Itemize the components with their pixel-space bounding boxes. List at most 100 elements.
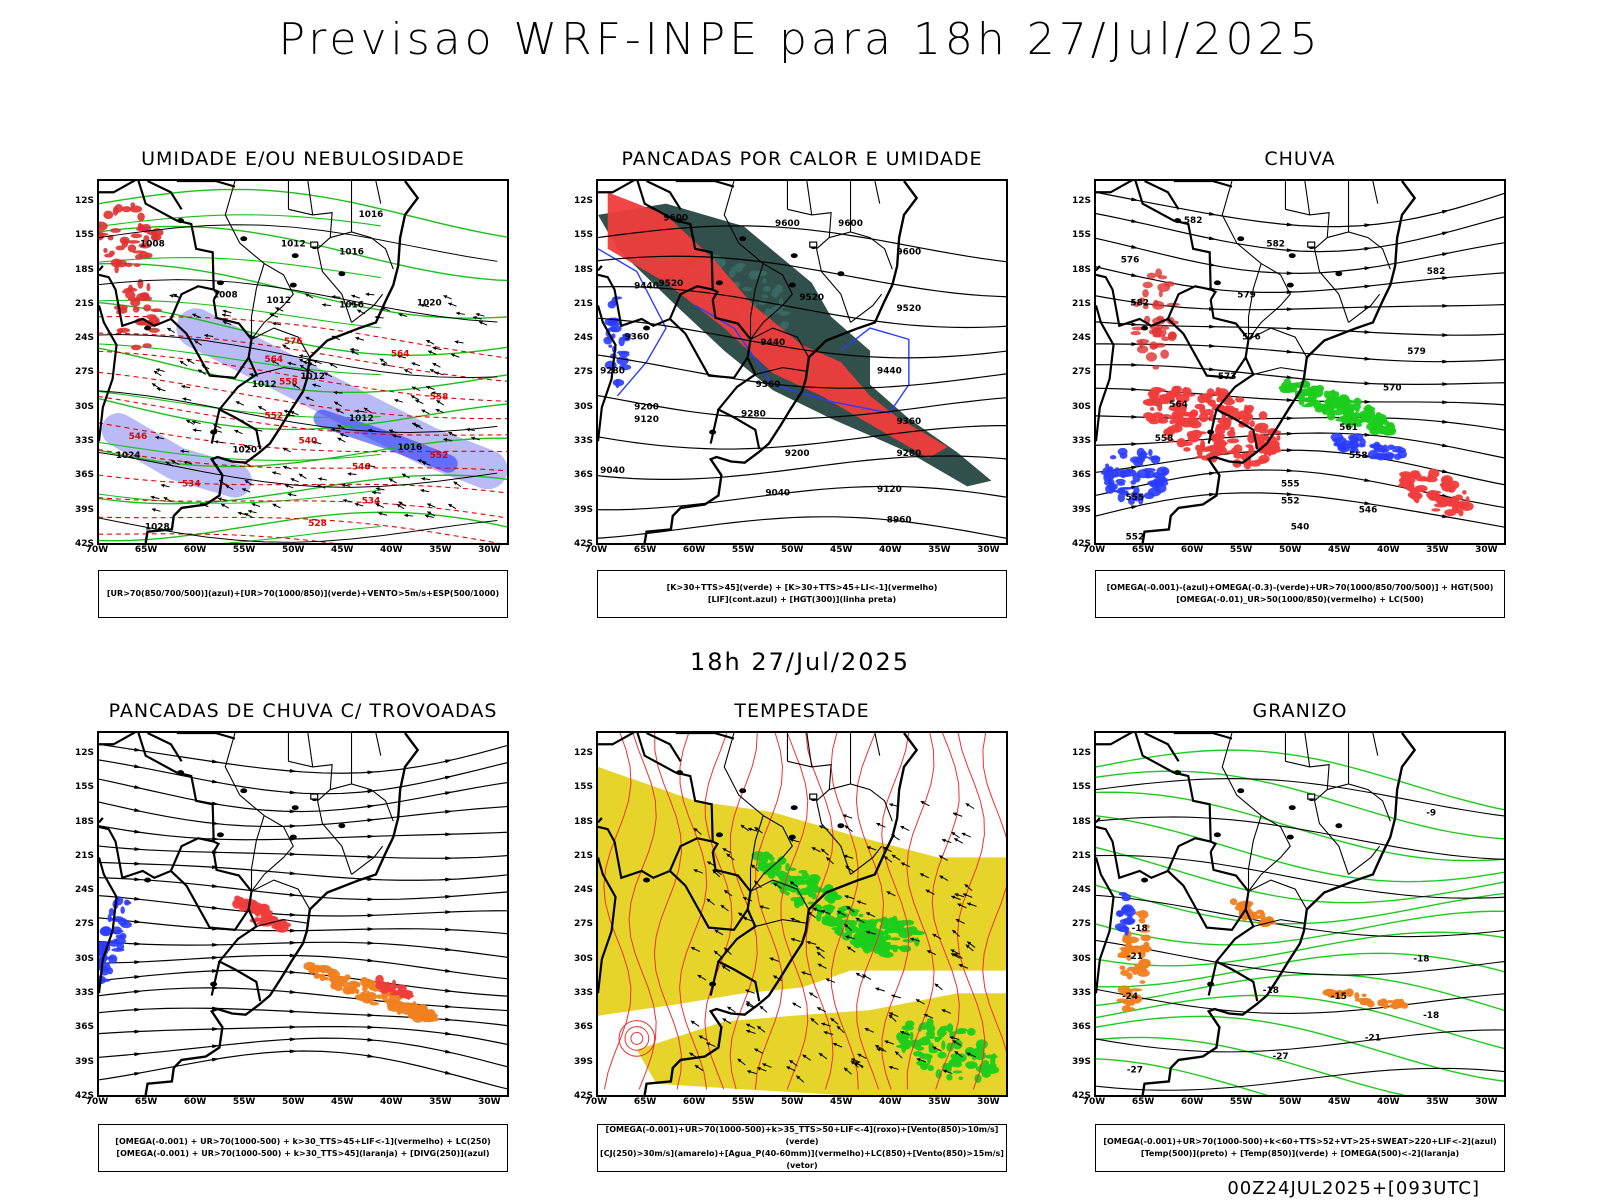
map-panel: -9 -18 -21 -18 -15 -18 -24 -18 -21 -27 -27 (1094, 731, 1506, 1097)
vector-head (851, 1058, 856, 1062)
contour-label: 552 (265, 412, 284, 422)
lake (291, 805, 299, 811)
stream-arrow (211, 1044, 220, 1049)
map-svg: 1016 1008 1012 1016 1008 1012 1016 1020 1012 1012… (99, 181, 507, 543)
state-border (1327, 783, 1391, 822)
vector-head (954, 893, 959, 897)
contour-line (1096, 910, 1504, 946)
state-border (874, 733, 881, 756)
stream-arrow (1209, 324, 1217, 329)
stream-arrow (1208, 492, 1217, 497)
stream-arrow (211, 759, 220, 764)
vector-head (235, 401, 240, 405)
stream-arrow (1209, 344, 1217, 348)
stream-arrow (445, 809, 453, 814)
stream-arrow (289, 970, 298, 974)
vector-head (757, 1026, 762, 1030)
vector-head (375, 487, 380, 491)
vector-head (357, 309, 362, 314)
country-border (598, 733, 720, 853)
country-border (210, 961, 221, 996)
state-border (1248, 857, 1281, 892)
stream-arrow (367, 1053, 375, 1058)
vector-head (173, 293, 178, 298)
vector-head (884, 856, 888, 860)
vector-head (271, 360, 276, 364)
lake (1286, 834, 1294, 840)
contour-line (99, 188, 507, 238)
y-tick-label: 30S (74, 953, 94, 964)
stream-arrow (1364, 356, 1372, 361)
stream-arrow (1442, 304, 1450, 308)
vector-head (693, 869, 698, 873)
vector-head (856, 900, 861, 905)
x-tick-label: 40W (1377, 545, 1400, 555)
y-tick-label: 39S (74, 504, 94, 515)
vector-head (773, 883, 778, 887)
x-tick-label: 60W (1180, 545, 1204, 555)
stream-arrow (289, 1049, 298, 1054)
vector-head (151, 508, 156, 512)
stream-arrow (367, 855, 375, 859)
vector-head (432, 363, 437, 367)
country-border (709, 409, 720, 444)
contour-label: -27 (1273, 1052, 1289, 1062)
vector-head (429, 369, 434, 373)
contour-label: 9120 (634, 415, 659, 425)
state-border (375, 181, 382, 204)
vector-head (287, 361, 292, 366)
x-tick-label: 45W (830, 1097, 853, 1107)
x-tick-label: 30W (478, 1097, 501, 1107)
contour-label: 561 (1339, 423, 1358, 433)
y-tick-label: 42S (573, 539, 593, 549)
vector-head (949, 1036, 954, 1040)
lake (676, 770, 684, 776)
vector-head (806, 940, 811, 945)
contour-line (99, 257, 381, 279)
state-border (1221, 733, 1291, 858)
stream-arrow (1364, 381, 1372, 386)
stream-arrow (1286, 416, 1295, 421)
stream-arrow (1441, 210, 1450, 214)
vector-head (448, 302, 453, 307)
vector-head (821, 909, 826, 914)
stream-arrow (289, 1009, 298, 1014)
contour-label: 564 (1169, 400, 1188, 410)
stream-arrow (445, 1031, 453, 1036)
stream-arrow (134, 785, 142, 789)
vector-head (866, 930, 870, 935)
contour-label: 564 (391, 349, 410, 359)
vector-head (926, 950, 931, 954)
country-border (598, 273, 713, 328)
country-border (1144, 181, 1180, 210)
contour-line (99, 262, 507, 319)
lake (739, 788, 747, 794)
stream-arrow (1208, 471, 1217, 476)
x-tick-label: 45W (1328, 1097, 1351, 1107)
storm-orange (303, 961, 439, 1023)
stream-arrow (1131, 414, 1139, 419)
streamline (99, 1026, 507, 1046)
y-tick-label: 12S (573, 195, 593, 206)
contour-label: 1012 (300, 372, 325, 382)
vector-head (891, 994, 896, 998)
vector-head (426, 385, 431, 390)
lake (1174, 218, 1182, 224)
lake (1207, 981, 1215, 987)
lake (790, 253, 798, 259)
vector-head (826, 857, 831, 861)
vector-head (751, 864, 756, 869)
vector-head (194, 340, 199, 344)
vector-head (938, 855, 943, 859)
vector-head (900, 1030, 905, 1035)
vector-head (169, 294, 174, 298)
contour-label: 9600 (896, 248, 921, 258)
stream-arrow (212, 969, 220, 973)
streamline (99, 1037, 507, 1068)
vector-head (183, 460, 188, 465)
country-border (598, 817, 603, 824)
contour-label: 555 (1281, 479, 1300, 489)
vector-head (428, 350, 432, 354)
x-tick-label: 30W (977, 545, 1000, 555)
vector-head (244, 513, 249, 517)
